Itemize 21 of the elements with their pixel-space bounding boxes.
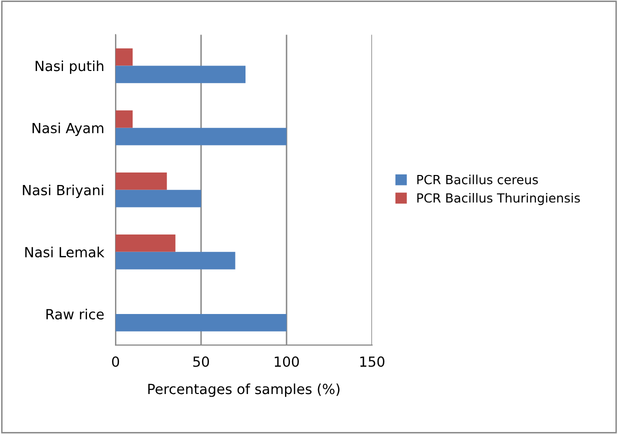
x-tick-label: 100 [274, 356, 299, 367]
legend-label: PCR Bacillus cereus [417, 174, 538, 184]
bar [116, 252, 236, 270]
bar [116, 190, 202, 208]
legend-label: PCR Bacillus Thuringiensis [417, 193, 580, 206]
y-tick-label: Nasi putih [36, 60, 104, 74]
bar [116, 234, 176, 252]
bar [116, 128, 287, 146]
y-tick-label: Nasi Briyani [22, 184, 104, 198]
y-tick-label: Nasi Lemak [25, 246, 104, 258]
x-tick-label: 0 [112, 356, 120, 367]
y-tick-label: Raw rice [46, 308, 104, 320]
x-axis-title: Percentages of samples (%) [148, 383, 340, 397]
bar [116, 314, 287, 332]
x-tick-label: 150 [360, 356, 384, 367]
bar [116, 110, 133, 128]
y-tick-label: Nasi Ayam [32, 122, 104, 136]
bar [116, 48, 133, 66]
bar [116, 172, 167, 190]
x-tick-label: 50 [193, 356, 209, 367]
bar [116, 66, 246, 84]
